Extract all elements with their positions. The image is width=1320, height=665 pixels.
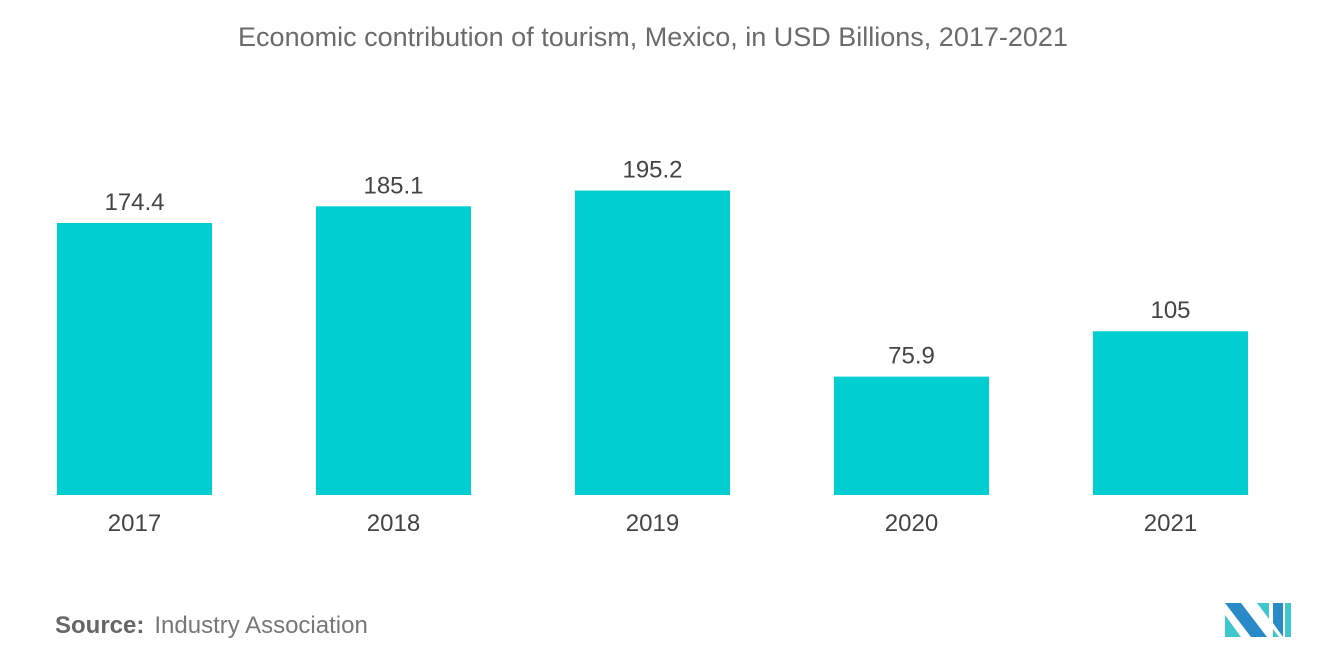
- bar-2019: [575, 190, 730, 495]
- source-note: Source: Industry Association: [55, 612, 368, 640]
- x-tick-label: 2020: [885, 510, 938, 537]
- logo: [1225, 603, 1291, 637]
- x-tick-label: 2019: [626, 510, 679, 537]
- value-label: 185.1: [363, 172, 423, 199]
- chart-title: Economic contribution of tourism, Mexico…: [238, 22, 1068, 52]
- bar-2018: [316, 206, 471, 495]
- x-tick-label: 2021: [1144, 510, 1197, 537]
- bar-2017: [57, 223, 212, 495]
- value-label: 75.9: [888, 343, 935, 370]
- value-label: 174.4: [104, 189, 164, 216]
- value-label: 195.2: [622, 157, 682, 184]
- x-tick-label: 2017: [108, 510, 161, 537]
- bar-2020: [834, 376, 989, 495]
- value-label: 105: [1150, 297, 1190, 324]
- source-label: Source:: [55, 612, 145, 639]
- source-text: Industry Association: [154, 612, 368, 639]
- bar-2021: [1093, 331, 1248, 495]
- x-tick-label: 2018: [367, 510, 420, 537]
